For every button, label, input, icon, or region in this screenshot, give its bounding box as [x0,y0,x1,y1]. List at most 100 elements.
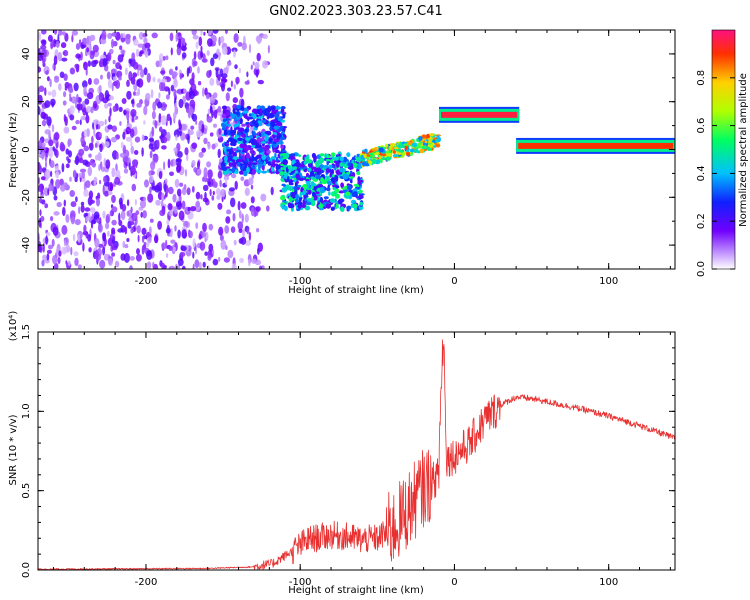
colorbar-tick-label: 0.0 [696,261,707,277]
heatmap-cell [325,159,331,162]
heatmap-cell [385,156,392,161]
heatmap-cell [267,161,272,166]
heatmap-cell [257,165,261,171]
heatmap-cell [272,143,277,148]
heatmap-cell [87,77,92,86]
heatmap-cell [172,112,177,119]
heatmap-cell [135,48,140,57]
heatmap-cell [275,106,282,110]
heatmap-cell [71,34,74,43]
heatmap-cell [148,143,154,150]
heatmap-cell [203,31,206,36]
heatmap-cell [136,79,141,87]
heatmap-cell [295,174,301,179]
heatmap-cell [144,52,149,58]
heatmap-cell [181,52,187,59]
heatmap-cell [82,107,87,116]
heatmap-cell [238,127,245,133]
heatmap-cell [304,205,311,211]
heatmap-cell [63,91,67,98]
heatmap-cell [168,186,174,195]
heatmap-cell [172,193,177,203]
spectrogram-y-axis-label: Frequency (Hz) [8,112,19,188]
heatmap-cell [71,30,79,36]
heatmap-cell [190,125,195,130]
heatmap-cell [289,172,294,176]
heatmap-cell [60,42,67,49]
heatmap-cell [233,49,236,58]
heatmap-cell [193,60,198,67]
heatmap-cell [83,91,88,97]
heatmap-cell [98,164,101,172]
heatmap-cell [157,101,163,109]
heatmap-cell [261,164,265,171]
heatmap-cell [121,204,127,212]
heatmap-cell [61,225,68,235]
heatmap-cell [38,177,41,185]
heatmap-cell [84,98,90,105]
heatmap-cell [165,253,169,258]
x-tick-label: 100 [599,577,618,588]
heatmap-cell [153,153,159,163]
heatmap-cell [180,45,187,51]
heatmap-cell [219,179,222,188]
heatmap-cell [141,134,145,142]
heatmap-cell [41,39,47,46]
heatmap-cell [114,176,121,185]
heatmap-cell [139,199,147,209]
heatmap-cell [44,129,51,135]
heatmap-cell [192,35,199,40]
heatmap-cell [313,167,318,173]
heatmap-cell [262,33,268,40]
heatmap-cell [102,233,106,241]
snr-panel: -200 -100 0 100 0.0 0.5 1.0 1.5 Height of stra… [8,311,676,596]
heatmap-cell [168,88,171,96]
heatmap-cell [217,148,221,159]
heatmap-cell [98,84,102,94]
heatmap-cell [90,106,94,114]
heatmap-cell [208,181,211,186]
heatmap-cell [87,60,92,67]
heatmap-cell [330,177,336,182]
heatmap-cell [96,217,102,224]
heatmap-cell [195,191,201,200]
heatmap-cell [47,91,52,96]
heatmap-cell [298,154,301,158]
heatmap-cell [259,108,263,114]
heatmap-cell [100,74,103,80]
heatmap-cell [112,76,117,81]
heatmap-cell [70,216,75,225]
heatmap-cell [325,203,332,209]
heatmap-cell [277,111,282,114]
heatmap-cell [62,31,66,36]
heatmap-cell [191,142,198,149]
heatmap-cell [350,199,357,204]
heatmap-cell [89,207,96,213]
x-tick-label: -100 [289,577,312,588]
heatmap-cell [39,197,43,204]
heatmap-cell [133,39,139,46]
heatmap-cell [209,77,215,86]
heatmap-cell [44,100,51,108]
heatmap-cell [260,141,266,144]
heatmap-cell [102,210,106,219]
heatmap-cell [50,216,54,222]
heatmap-cell [70,201,77,208]
heatmap-cell [52,226,59,236]
colorbar-gradient [711,29,736,270]
heatmap-cell [134,136,141,143]
heatmap-cell [99,259,106,269]
heatmap-cell [62,100,67,106]
heatmap-cell [44,87,47,96]
heatmap-cell [150,186,157,191]
heatmap-cell [135,253,142,262]
heatmap-cell [141,147,144,157]
heatmap-cell [148,236,152,244]
heatmap-cell [102,246,106,256]
heatmap-cell [207,142,211,150]
heatmap-cell [310,185,314,189]
heatmap-cell [213,123,217,128]
heatmap-cell [136,225,141,234]
heatmap-cell [204,191,207,200]
